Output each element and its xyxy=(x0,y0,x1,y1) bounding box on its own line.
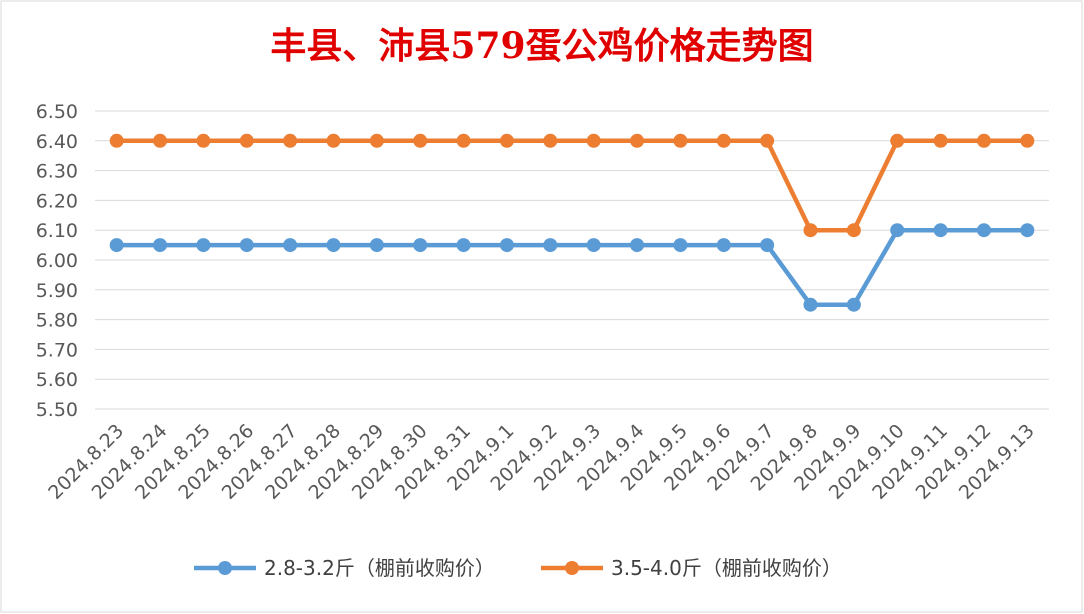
series-1 xyxy=(109,223,1035,312)
data-point xyxy=(803,297,818,312)
legend-item-2: 3.5-4.0斤（棚前收购价） xyxy=(541,556,842,580)
y-tick-label: 5.60 xyxy=(36,369,78,391)
data-point xyxy=(369,238,384,253)
y-tick-label: 5.80 xyxy=(36,310,78,332)
data-point xyxy=(1020,223,1035,238)
data-point xyxy=(890,223,905,238)
data-point xyxy=(976,223,991,238)
data-point xyxy=(499,238,514,253)
data-point xyxy=(456,133,471,148)
data-point xyxy=(716,238,731,253)
data-point xyxy=(239,238,254,253)
data-point xyxy=(933,223,948,238)
legend-marker xyxy=(218,561,232,575)
series-2 xyxy=(109,133,1035,238)
data-point xyxy=(890,133,905,148)
y-tick-label: 6.40 xyxy=(36,131,78,153)
data-point xyxy=(673,238,688,253)
y-tick-label: 6.50 xyxy=(36,101,78,123)
data-point xyxy=(239,133,254,148)
data-point xyxy=(413,238,428,253)
data-point xyxy=(153,238,168,253)
data-point xyxy=(456,238,471,253)
y-tick-label: 5.90 xyxy=(36,280,78,302)
legend-item-1: 2.8-3.2斤（棚前收购价） xyxy=(194,556,495,580)
series-line xyxy=(116,227,1028,307)
data-point xyxy=(196,133,211,148)
data-point xyxy=(846,223,861,238)
data-point xyxy=(283,238,298,253)
y-tick-label: 6.10 xyxy=(36,220,78,242)
data-point xyxy=(630,238,645,253)
data-point xyxy=(586,238,601,253)
data-point xyxy=(413,133,428,148)
series-line xyxy=(116,138,1028,233)
data-point xyxy=(109,133,124,148)
legend: 2.8-3.2斤（棚前收购价） 3.5-4.0斤（棚前收购价） xyxy=(194,556,842,580)
data-point xyxy=(760,133,775,148)
data-point xyxy=(153,133,168,148)
data-point xyxy=(543,133,558,148)
data-point xyxy=(803,223,818,238)
data-point xyxy=(196,238,211,253)
data-point xyxy=(543,238,558,253)
data-point xyxy=(326,238,341,253)
data-point xyxy=(326,133,341,148)
data-point xyxy=(586,133,601,148)
data-point xyxy=(499,133,514,148)
y-tick-label: 6.30 xyxy=(36,161,78,183)
data-point xyxy=(976,133,991,148)
y-tick-label: 6.00 xyxy=(36,250,78,272)
data-point xyxy=(283,133,298,148)
data-point xyxy=(630,133,645,148)
data-point xyxy=(716,133,731,148)
y-axis-ticks: 6.50 6.40 6.30 6.20 6.10 6.00 5.90 5.80 5.70 5.60… xyxy=(36,101,78,421)
series-layer xyxy=(109,133,1035,312)
data-point xyxy=(369,133,384,148)
data-point xyxy=(760,238,775,253)
chart-title: 丰县、沛县579蛋公鸡价格走势图 xyxy=(270,25,813,67)
data-point xyxy=(1020,133,1035,148)
data-point xyxy=(846,297,861,312)
y-tick-label: 5.50 xyxy=(36,399,78,421)
legend-label: 2.8-3.2斤（棚前收购价） xyxy=(264,556,495,580)
y-tick-label: 6.20 xyxy=(36,190,78,212)
data-point xyxy=(673,133,688,148)
y-tick-label: 5.70 xyxy=(36,339,78,361)
legend-label: 3.5-4.0斤（棚前收购价） xyxy=(611,556,842,580)
data-point xyxy=(933,133,948,148)
data-point xyxy=(109,238,124,253)
legend-marker xyxy=(565,561,579,575)
